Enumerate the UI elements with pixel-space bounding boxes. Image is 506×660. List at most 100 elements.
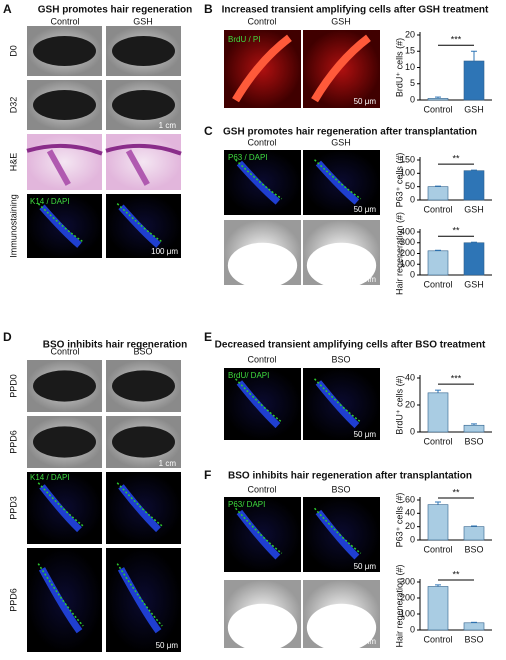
bar bbox=[463, 170, 485, 201]
x-tick-label: GSH bbox=[464, 204, 484, 214]
y-axis-label: Hair regeneration (#) bbox=[394, 212, 404, 295]
significance: ** bbox=[452, 154, 460, 164]
y-tick-label: 20 bbox=[405, 521, 415, 531]
y-tick-label: 20 bbox=[405, 399, 415, 409]
follicle bbox=[315, 160, 360, 205]
image-label: 50 μm bbox=[354, 97, 377, 106]
fur bbox=[306, 603, 377, 652]
row-label: PPD0 bbox=[8, 374, 18, 398]
significance: ** bbox=[452, 487, 460, 497]
panel-letter: F bbox=[204, 468, 211, 482]
x-tick-label: Control bbox=[423, 279, 452, 289]
mouse-body bbox=[33, 426, 96, 458]
mouse-body bbox=[112, 90, 175, 120]
column-header: Control bbox=[247, 137, 276, 147]
image-label: P63/ DAPI bbox=[228, 500, 265, 509]
y-axis-label: Hair regeneration (#) bbox=[394, 564, 404, 647]
row-label: PPD3 bbox=[8, 496, 18, 520]
row-label: PPD6 bbox=[8, 430, 18, 454]
y-tick-label: 300 bbox=[400, 237, 415, 247]
panel-letter: A bbox=[3, 2, 12, 16]
image-label: BrdU/ DAPI bbox=[228, 371, 269, 380]
image-label: 5 mm bbox=[356, 637, 376, 646]
y-tick-label: 200 bbox=[400, 248, 415, 258]
bar bbox=[427, 586, 449, 631]
image-label: K14 / DAPI bbox=[30, 197, 70, 206]
column-header: Control bbox=[50, 16, 79, 26]
y-axis-label: P63⁺ cells (#) bbox=[394, 493, 404, 548]
panel-title: BSO inhibits hair regeneration bbox=[43, 340, 187, 351]
image-label: 50 μm bbox=[354, 205, 377, 214]
bar bbox=[427, 98, 449, 101]
y-tick-label: 5 bbox=[410, 78, 415, 88]
follicle bbox=[39, 204, 82, 248]
column-header: Control bbox=[247, 16, 276, 26]
follicle bbox=[232, 34, 292, 103]
image-label: K14 / DAPI bbox=[30, 473, 70, 482]
x-tick-label: Control bbox=[423, 634, 452, 644]
x-tick-label: BSO bbox=[464, 544, 483, 554]
x-tick-label: Control bbox=[423, 436, 452, 446]
column-header: GSH bbox=[331, 137, 351, 147]
x-tick-label: Control bbox=[423, 544, 452, 554]
image-label: P63 / DAPI bbox=[228, 153, 268, 162]
y-axis-label: BrdU⁺ cells (#) bbox=[394, 375, 404, 434]
x-tick-label: GSH bbox=[464, 279, 484, 289]
y-tick-label: 40 bbox=[405, 372, 415, 382]
panel-title: Increased transient amplifying cells aft… bbox=[222, 5, 489, 16]
bar bbox=[427, 250, 449, 276]
follicle bbox=[118, 204, 161, 248]
epithelium bbox=[234, 507, 283, 554]
bar bbox=[463, 622, 485, 631]
column-header: BSO bbox=[331, 354, 350, 364]
y-tick-label: 150 bbox=[400, 154, 415, 164]
follicle bbox=[46, 149, 71, 186]
fur bbox=[306, 242, 377, 289]
y-tick-label: 10 bbox=[405, 62, 415, 72]
y-tick-label: 0 bbox=[410, 194, 415, 204]
row-label: D0 bbox=[8, 45, 18, 57]
significance: ** bbox=[452, 569, 460, 579]
epithelium bbox=[116, 203, 163, 243]
y-tick-label: 0 bbox=[410, 269, 415, 279]
image-label: 50 μm bbox=[354, 562, 377, 571]
y-tick-label: 50 bbox=[405, 181, 415, 191]
epithelium bbox=[313, 507, 362, 554]
image-label: 1 cm bbox=[159, 459, 177, 468]
y-tick-label: 15 bbox=[405, 46, 415, 56]
significance: *** bbox=[451, 35, 462, 45]
fur bbox=[227, 603, 298, 652]
image-label: BrdU / PI bbox=[228, 35, 260, 44]
epithelium bbox=[235, 159, 283, 200]
panel-letter: D bbox=[3, 330, 12, 344]
bar bbox=[463, 60, 485, 101]
bar bbox=[463, 242, 485, 276]
y-tick-label: 400 bbox=[400, 226, 415, 236]
column-header: Control bbox=[247, 484, 276, 494]
x-tick-label: BSO bbox=[464, 436, 483, 446]
image-label: 5 mm bbox=[356, 275, 376, 284]
x-tick-label: Control bbox=[423, 204, 452, 214]
panel-letter: E bbox=[204, 330, 212, 344]
y-tick-label: 0 bbox=[410, 624, 415, 634]
bar bbox=[463, 526, 485, 541]
y-tick-label: 20 bbox=[405, 29, 415, 39]
y-tick-label: 40 bbox=[405, 508, 415, 518]
epithelium bbox=[37, 203, 84, 243]
mouse-body bbox=[33, 370, 96, 402]
follicle bbox=[236, 160, 281, 205]
follicle bbox=[117, 567, 162, 634]
column-header: GSH bbox=[133, 16, 153, 26]
panel-title: GSH promotes hair regeneration after tra… bbox=[223, 127, 477, 138]
fur bbox=[227, 242, 298, 289]
y-axis-label: BrdU⁺ cells (#) bbox=[394, 38, 404, 97]
epithelium bbox=[37, 563, 84, 627]
row-label: Immunostaining bbox=[8, 194, 18, 258]
x-tick-label: BSO bbox=[464, 634, 483, 644]
bar bbox=[427, 504, 449, 541]
row-label: PPD6 bbox=[8, 588, 18, 612]
panel-letter: C bbox=[204, 124, 213, 138]
image-label: 1 cm bbox=[159, 121, 177, 130]
row-label: H&E bbox=[8, 153, 18, 172]
x-tick-label: Control bbox=[423, 104, 452, 114]
